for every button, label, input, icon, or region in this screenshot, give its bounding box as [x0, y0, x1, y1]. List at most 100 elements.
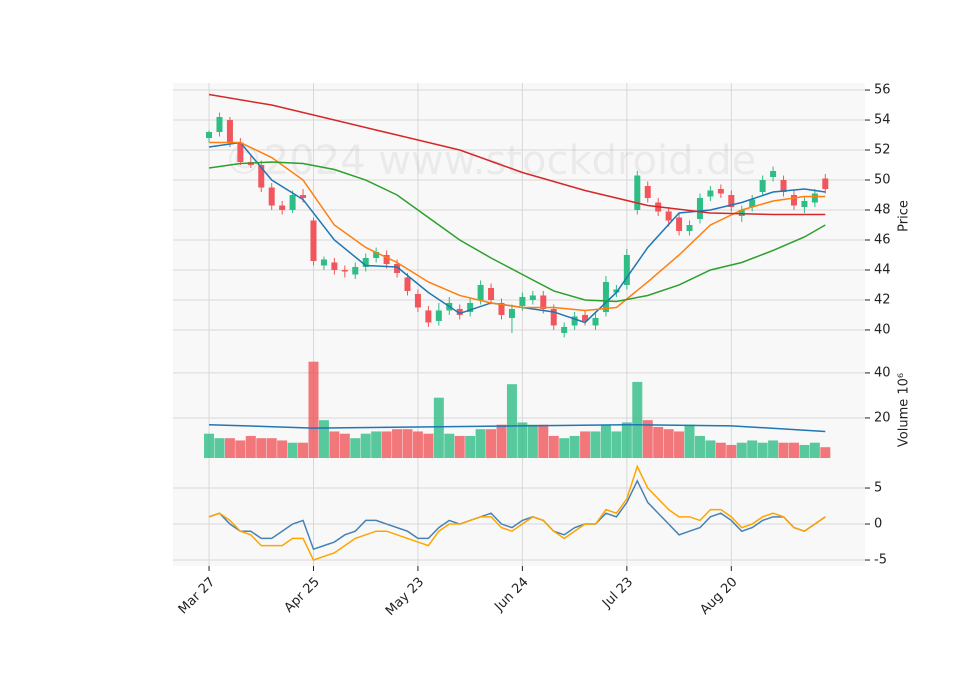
y-tick-label: 44: [874, 262, 891, 277]
volume-bar: [715, 442, 726, 458]
volume-bar: [569, 435, 580, 458]
volume-bar: [214, 438, 225, 458]
volume-bar: [475, 429, 486, 458]
line-series: [209, 141, 826, 312]
volume-bar: [308, 361, 319, 458]
y-tick-label: 40: [874, 365, 891, 380]
volume-bar: [402, 429, 413, 458]
candle-body: [373, 251, 380, 258]
candle-body: [341, 269, 348, 272]
volume-bar: [799, 444, 810, 458]
volume-bar: [600, 424, 611, 458]
candle-body: [728, 195, 735, 208]
volume-bar: [653, 426, 664, 458]
line-series: [209, 423, 826, 433]
x-tick-label: Jul 23: [599, 575, 636, 612]
volume-bar: [611, 431, 622, 458]
candle-body: [780, 180, 787, 193]
candle-body: [822, 178, 829, 190]
y-axis-label: Volume 10⁶: [897, 373, 912, 447]
volume-bar: [245, 435, 256, 458]
volume-bar: [768, 440, 779, 458]
candle-body: [383, 254, 390, 264]
candle-body: [477, 284, 484, 300]
volume-bar: [632, 381, 643, 458]
candle-body: [456, 308, 463, 315]
y-tick-label: 48: [874, 203, 891, 218]
x-tick-label: Apr 25: [282, 575, 323, 616]
candle-body: [300, 195, 307, 199]
x-tick-label: May 23: [383, 575, 427, 619]
volume-bar: [548, 435, 559, 458]
y-tick-label: 46: [874, 232, 891, 247]
candle-body: [696, 198, 703, 219]
volume-bar: [235, 440, 246, 458]
candle-body: [435, 310, 442, 321]
y-tick-label: 50: [874, 173, 891, 188]
candle-body: [352, 266, 359, 275]
volume-bar: [224, 438, 235, 458]
volume-bar: [506, 384, 517, 458]
y-tick-label: 20: [874, 410, 891, 425]
candle-body: [289, 195, 296, 211]
candle-body: [404, 277, 411, 291]
candle-body: [216, 117, 223, 133]
candle-body: [582, 314, 589, 321]
volume-bar: [527, 424, 538, 458]
volume-bar: [820, 447, 831, 458]
volume-bar: [277, 440, 288, 458]
candle-body: [414, 293, 421, 308]
candle-body: [467, 302, 474, 312]
candle-body: [561, 326, 568, 333]
candle-body: [268, 187, 275, 206]
candle-body: [320, 259, 327, 266]
y-tick-label: 52: [874, 143, 891, 158]
volume-bar: [747, 440, 758, 458]
candle-body: [498, 302, 505, 315]
volume-bar: [642, 420, 653, 458]
candle-body: [206, 132, 213, 139]
volume-bar: [360, 433, 371, 458]
candle-body: [508, 308, 515, 318]
candle-body: [644, 186, 651, 199]
volume-bar: [559, 438, 570, 458]
plot-area: [173, 458, 865, 566]
volume-bar: [496, 424, 507, 458]
volume-bar: [433, 397, 444, 458]
y-tick-label: 56: [874, 83, 891, 98]
volume-bar: [318, 420, 329, 458]
candle-body: [362, 257, 369, 267]
volume-bar: [381, 431, 392, 458]
candle-body: [279, 205, 286, 211]
volume-bar: [266, 438, 277, 458]
y-axis-label: Price: [897, 200, 912, 232]
volume-bar: [287, 442, 298, 458]
plot-area: [173, 83, 865, 352]
volume-bar: [726, 444, 737, 458]
volume-bar: [444, 433, 455, 458]
volume-bar: [371, 431, 382, 458]
y-tick-label: 5: [874, 481, 882, 496]
volume-bar: [392, 429, 403, 458]
volume-bar: [486, 429, 497, 458]
candle-body: [258, 165, 265, 188]
volume-bar: [538, 424, 549, 458]
y-tick-label: 40: [874, 322, 891, 337]
candle-body: [759, 180, 766, 193]
candle-body: [540, 295, 547, 309]
volume-bar: [621, 422, 632, 458]
candle-body: [488, 287, 495, 300]
x-tick-label: Jun 24: [491, 575, 531, 615]
y-tick-label: 54: [874, 113, 891, 128]
y-tick-label: 0: [874, 517, 882, 532]
x-tick-label: Aug 20: [697, 575, 740, 618]
candle-body: [519, 296, 526, 306]
candle-body: [811, 193, 818, 203]
candle-body: [310, 220, 317, 261]
candle-body: [665, 211, 672, 221]
volume-bar: [350, 438, 361, 458]
candle-body: [770, 171, 777, 178]
candle-body: [707, 190, 714, 197]
volume-bar: [778, 442, 789, 458]
